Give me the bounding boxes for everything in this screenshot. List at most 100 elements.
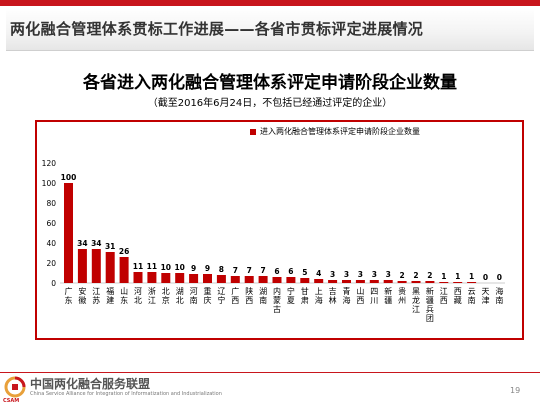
- data-label: 2: [427, 271, 432, 280]
- data-label: 34: [91, 239, 101, 248]
- category-label: 四川: [370, 287, 378, 305]
- data-label: 2: [413, 271, 418, 280]
- bar: [244, 276, 254, 283]
- data-label: 9: [205, 264, 210, 273]
- data-label: 10: [174, 263, 184, 272]
- data-label: 3: [330, 270, 335, 279]
- bar: [453, 282, 463, 283]
- bar: [467, 282, 477, 283]
- top-accent-bar: [0, 0, 540, 6]
- category-label: 河北: [134, 286, 142, 305]
- y-tick-label: 0: [51, 279, 56, 288]
- y-tick-label: 20: [46, 259, 56, 268]
- data-label: 0: [497, 273, 502, 282]
- data-label: 0: [483, 273, 488, 282]
- data-label: 26: [119, 247, 129, 256]
- category-label: 海南: [495, 286, 503, 305]
- category-label: 重庆: [204, 286, 212, 305]
- category-label: 新疆兵团: [426, 286, 434, 323]
- bar: [189, 274, 199, 283]
- logo-text: CSAM: [3, 398, 20, 404]
- category-label: 安徽: [78, 286, 86, 305]
- data-label: 3: [386, 270, 391, 279]
- category-label: 西藏: [454, 287, 462, 305]
- category-label: 青海: [343, 286, 351, 305]
- bar: [272, 277, 282, 283]
- chart-frame: [35, 120, 524, 340]
- bar: [161, 273, 171, 283]
- data-label: 34: [77, 239, 87, 248]
- data-label: 9: [191, 264, 196, 273]
- data-label: 8: [219, 265, 224, 274]
- chart-legend: 进入两化融合管理体系评定申请阶段企业数量: [250, 126, 420, 137]
- category-label: 新疆: [384, 286, 392, 305]
- bar: [203, 274, 212, 283]
- category-label: 上海: [315, 287, 323, 305]
- bar: [439, 282, 449, 283]
- y-tick-label: 100: [42, 179, 57, 188]
- y-tick-label: 40: [46, 239, 56, 248]
- chart-subtitle: （截至2016年6月24日，不包括已经通过评定的企业）: [147, 98, 393, 109]
- footer-org-name-en: China Service Alliance for Integration o…: [30, 391, 222, 397]
- bar: [300, 278, 310, 283]
- category-label: 湖南: [259, 287, 267, 305]
- bar: [133, 272, 143, 283]
- y-tick-label: 80: [46, 199, 56, 208]
- category-label: 陕西: [245, 286, 253, 305]
- footer-org-name: 中国两化融合服务联盟: [30, 377, 151, 391]
- data-label: 3: [372, 270, 377, 279]
- data-label: 4: [316, 269, 321, 278]
- bar: [91, 249, 101, 283]
- bar: [230, 276, 240, 283]
- bar: [105, 252, 115, 283]
- footer-divider: [0, 372, 540, 373]
- bar: [355, 280, 365, 283]
- page-number: 19: [510, 386, 521, 395]
- title-banner: 两化融合管理体系贯标工作进展——各省市贯标评定进展情况: [6, 8, 534, 51]
- legend-label: 进入两化融合管理体系评定申请阶段企业数量: [260, 127, 420, 136]
- bar: [77, 249, 87, 283]
- category-label: 山东: [120, 286, 128, 305]
- category-label: 甘肃: [301, 286, 309, 305]
- data-label: 11: [147, 262, 157, 271]
- category-label: 山西: [356, 286, 364, 305]
- data-label: 6: [288, 267, 293, 276]
- category-label: 天津: [482, 287, 490, 305]
- bar: [119, 257, 129, 283]
- alliance-logo-icon: [4, 376, 26, 398]
- bar: [383, 280, 393, 283]
- y-tick-label: 60: [46, 219, 56, 228]
- bar: [369, 280, 379, 283]
- data-label: 1: [441, 272, 446, 281]
- category-label: 宁夏: [287, 286, 295, 305]
- category-label: 内蒙古: [273, 286, 281, 314]
- bar: [411, 281, 421, 283]
- data-label: 7: [247, 266, 252, 275]
- bar: [286, 277, 296, 283]
- bar: [175, 273, 185, 283]
- category-label: 河南: [190, 286, 198, 305]
- category-label: 云南: [468, 287, 476, 305]
- category-label: 黑龙江: [412, 287, 420, 314]
- bar: [397, 281, 407, 283]
- bar: [342, 280, 351, 283]
- slide-title: 两化融合管理体系贯标工作进展——各省市贯标评定进展情况: [10, 20, 424, 38]
- data-label: 7: [260, 266, 265, 275]
- data-label: 100: [61, 173, 77, 182]
- category-label: 辽宁: [217, 287, 225, 305]
- category-label: 江苏: [92, 287, 100, 305]
- data-label: 2: [399, 271, 404, 280]
- category-label: 江西: [440, 287, 448, 305]
- data-label: 10: [161, 263, 171, 272]
- category-label: 北京: [162, 287, 170, 305]
- bar: [64, 183, 73, 283]
- data-label: 11: [133, 262, 143, 271]
- bar: [147, 272, 157, 283]
- bar: [258, 276, 268, 283]
- category-label: 广西: [231, 286, 239, 305]
- bar: [314, 279, 324, 283]
- data-label: 31: [105, 242, 115, 251]
- category-label: 湖北: [176, 287, 184, 305]
